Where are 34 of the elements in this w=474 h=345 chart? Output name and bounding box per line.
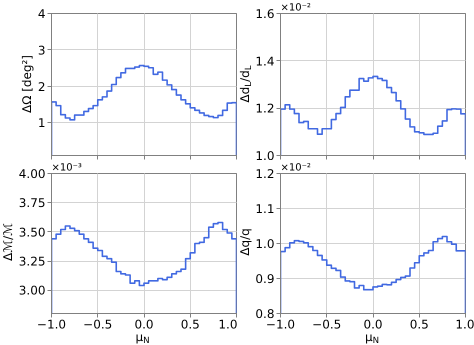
y-tick-label: 1.0 xyxy=(255,237,275,251)
y-tick-label: 1.4 xyxy=(255,54,275,68)
y-tick-label: 3.00 xyxy=(18,284,46,298)
x-tick-label: −1.0 xyxy=(36,318,66,332)
x-axis-title: μ$_{N}$ xyxy=(364,330,380,345)
y-tick-label: 0.9 xyxy=(255,272,275,286)
y-tick-label: 1.0 xyxy=(255,149,275,163)
x-tick-label: 1.0 xyxy=(455,318,474,332)
y-tick-label: 1 xyxy=(38,116,46,130)
x-tick-label: 0.0 xyxy=(134,318,154,332)
y-tick-label: 1.2 xyxy=(255,167,275,181)
y-tick-label: 2 xyxy=(38,80,46,94)
y-tick-label: 3.25 xyxy=(18,254,46,268)
y-tick-label: 1.1 xyxy=(255,202,275,216)
x-axis-title: μ$_{N}$ xyxy=(135,330,150,345)
annotation: ×10⁻² xyxy=(280,2,311,14)
annotation: ×10⁻² xyxy=(280,162,311,174)
x-tick-label: 0.5 xyxy=(410,318,429,332)
x-tick-label: 0.5 xyxy=(180,318,200,332)
y-tick-label: 3.75 xyxy=(18,196,46,210)
y-axis-title: Δq/q xyxy=(238,228,252,256)
y-tick-label: 1.6 xyxy=(255,7,275,21)
x-tick-label: 1.0 xyxy=(218,318,238,332)
y-tick-label: 3 xyxy=(38,43,46,58)
annotation: ×10⁻³ xyxy=(52,162,82,174)
y-axis-title: Δℳ/ℳ xyxy=(1,222,15,260)
y-axis-title: ΔΩ [deg²] xyxy=(20,55,34,113)
y-tick-label: 4 xyxy=(38,7,46,21)
x-tick-label: −0.5 xyxy=(83,318,112,332)
y-tick-label: 3.50 xyxy=(18,225,46,240)
y-tick-label: 4.00 xyxy=(18,167,46,181)
y-tick-label: 1.2 xyxy=(255,102,275,116)
x-tick-label: 0.0 xyxy=(363,318,383,332)
x-tick-label: −0.5 xyxy=(312,318,342,332)
